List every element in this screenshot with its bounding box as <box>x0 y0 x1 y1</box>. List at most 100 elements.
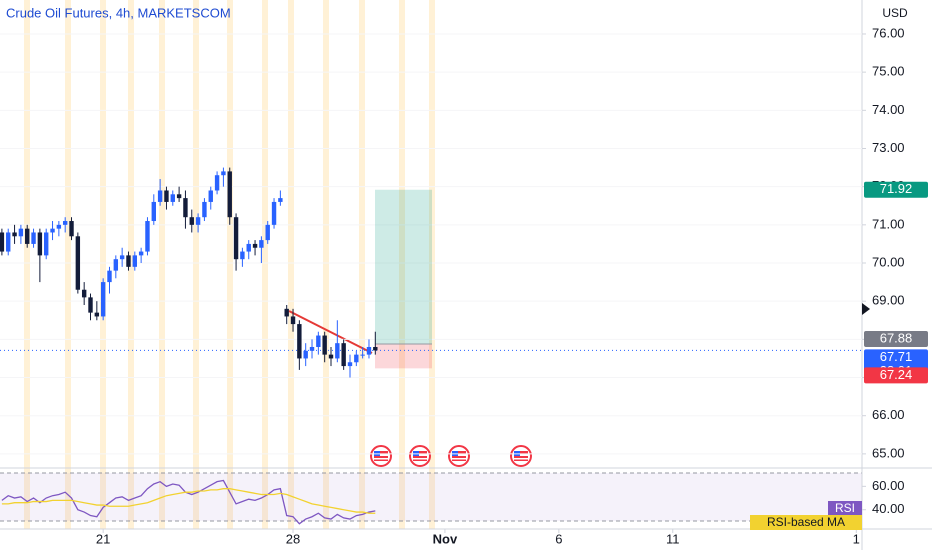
candle-body <box>335 343 340 359</box>
candle-body <box>113 259 119 271</box>
event-flags <box>370 445 532 467</box>
candle-body <box>157 190 163 202</box>
session-stripe <box>288 0 294 529</box>
candle-body <box>214 175 220 191</box>
candle-body <box>56 224 62 229</box>
y-tick-label: 65.00 <box>872 445 905 460</box>
event-flag[interactable] <box>510 445 532 467</box>
candle-body <box>75 236 81 290</box>
candle-body <box>138 251 144 256</box>
candle-body <box>328 354 334 359</box>
stop-loss-zone <box>375 343 432 369</box>
rsi-band <box>0 473 862 521</box>
x-tick-label: 11 <box>666 531 680 546</box>
event-flag[interactable] <box>370 445 392 467</box>
candle-body <box>202 201 207 218</box>
session-stripe <box>429 0 435 529</box>
candle-body <box>81 289 87 298</box>
y-tick-label: 75.00 <box>872 64 905 79</box>
session-stripe <box>227 0 233 529</box>
candle-body <box>151 201 156 222</box>
rsi-ma-tag-box <box>750 515 862 530</box>
session-stripe <box>24 0 30 529</box>
candle-body <box>297 324 302 359</box>
candle-body <box>31 232 36 244</box>
candle-body <box>360 354 365 356</box>
rsi-ma-tag: RSI-based MA <box>767 515 845 529</box>
candle-body <box>303 350 308 359</box>
candle-body <box>322 335 327 355</box>
x-tick-label: 1 <box>853 531 860 546</box>
x-tick-label: 6 <box>555 531 562 546</box>
candle-body <box>183 198 188 218</box>
candle-body <box>240 251 245 260</box>
rsi-tag-box <box>828 501 862 516</box>
candle-body <box>69 221 74 237</box>
event-flag[interactable] <box>448 445 470 467</box>
candle-body <box>246 243 251 252</box>
indicator-line <box>1 479 376 525</box>
take-profit-zone <box>375 189 432 344</box>
session-stripe <box>399 0 405 529</box>
candle-body <box>271 201 277 225</box>
candle-body <box>290 316 296 325</box>
currency-label: USD <box>882 6 908 20</box>
candle-body <box>107 270 112 283</box>
session-stripes <box>24 0 435 529</box>
candle-body <box>233 217 239 260</box>
candle-body <box>50 228 55 233</box>
trend-line <box>288 310 373 354</box>
stop-loss-tag: 67.24 <box>880 367 913 382</box>
event-flag[interactable] <box>409 445 431 467</box>
candle-body <box>126 255 131 267</box>
candle-body <box>341 343 346 367</box>
y-tick-label: 60.00 <box>872 478 905 493</box>
take-profit-tag-box <box>864 181 928 198</box>
candle-body <box>145 221 150 252</box>
y-tick-label: 76.00 <box>872 25 905 40</box>
candle-body <box>164 190 169 202</box>
price-marker <box>862 303 870 315</box>
candle-body <box>221 171 226 176</box>
session-stripe <box>262 0 268 529</box>
candle-body <box>265 224 270 241</box>
y-tick-label: 40.00 <box>872 501 905 516</box>
candle-body <box>227 171 232 218</box>
session-stripe <box>65 0 71 529</box>
candle-body <box>309 346 315 351</box>
stop-loss-tag-box <box>864 367 928 384</box>
candle-body <box>25 228 30 244</box>
candle-body <box>176 194 182 199</box>
y-tick-label: 66.00 <box>872 407 905 422</box>
candle-body <box>278 198 283 202</box>
y-tick-label: 70.00 <box>872 254 905 269</box>
candle-body <box>259 240 264 248</box>
session-stripe <box>159 0 165 529</box>
last-price-tag: 67.71 <box>880 349 913 364</box>
y-tick-label: 71.00 <box>872 216 905 231</box>
candle-body <box>347 362 353 367</box>
candle-body <box>252 243 258 248</box>
candle-body <box>132 255 138 267</box>
take-profit-tag: 71.92 <box>880 181 913 196</box>
session-stripe <box>359 0 365 529</box>
y-tick-label: 73.00 <box>872 140 905 155</box>
candle-body <box>100 282 106 317</box>
candle-body <box>119 255 125 260</box>
candle-body <box>373 346 378 351</box>
candle-body <box>195 217 201 225</box>
candle-body <box>354 354 359 363</box>
x-tick-label: 28 <box>286 531 300 546</box>
candle-body <box>6 232 11 252</box>
x-tick-label: 21 <box>96 531 110 546</box>
session-stripe <box>193 0 199 529</box>
candle-body <box>94 312 100 317</box>
rsi-tag: RSI <box>835 501 855 515</box>
session-stripe <box>323 0 329 529</box>
candle-body <box>189 217 194 225</box>
candle-body <box>208 190 213 202</box>
entry-tag-box <box>864 330 928 347</box>
candle-body <box>284 308 289 317</box>
candle-body <box>62 221 68 225</box>
